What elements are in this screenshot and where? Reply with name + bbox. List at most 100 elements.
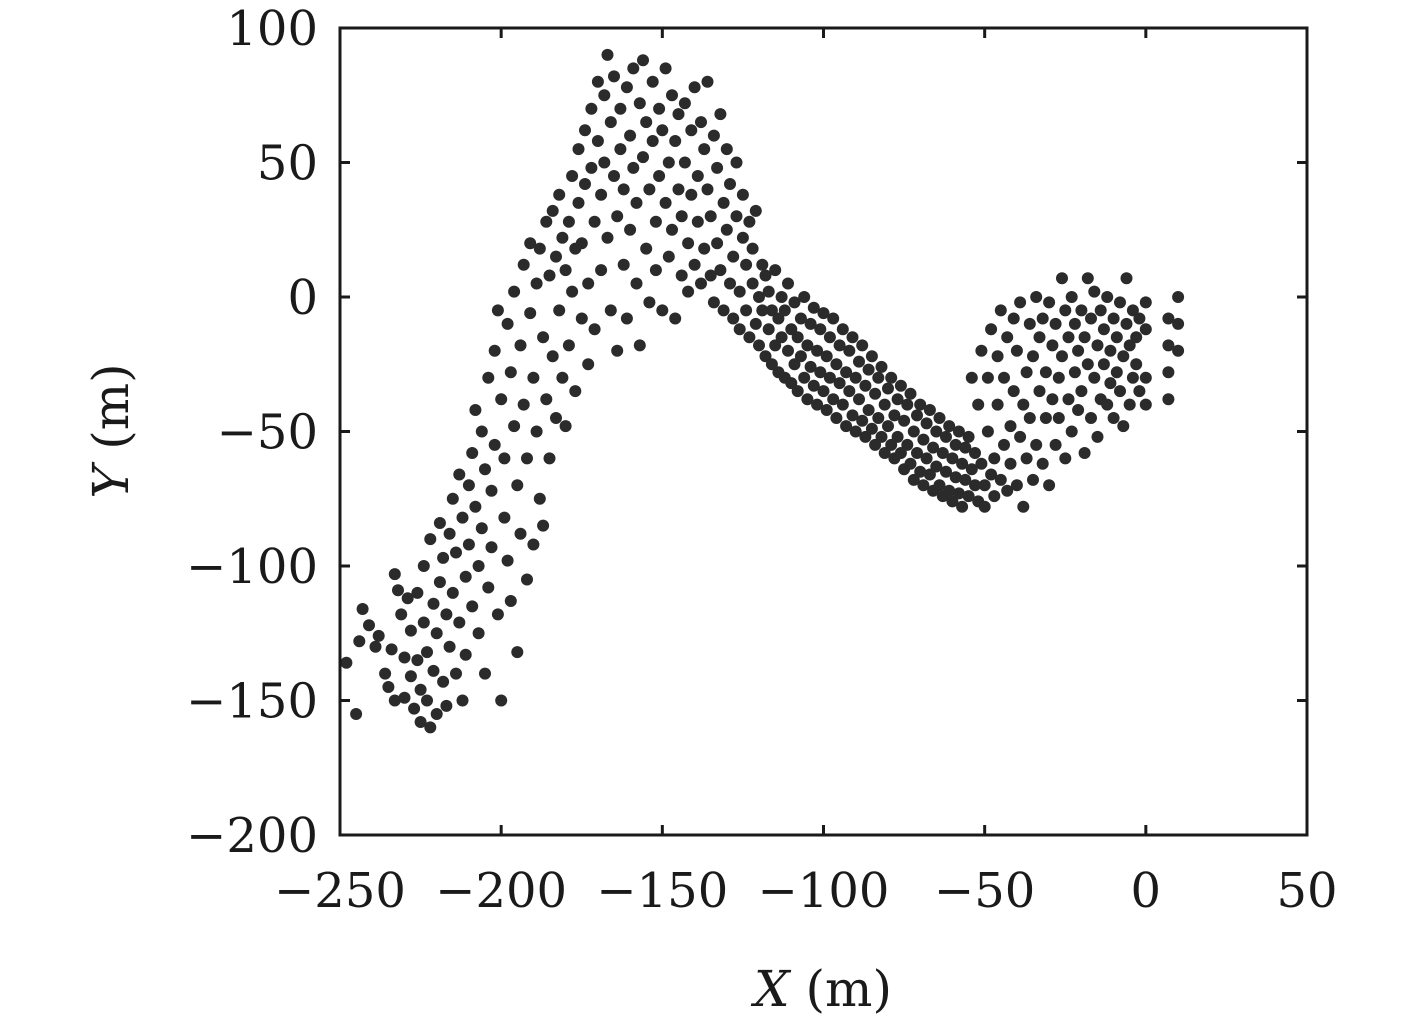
data-point — [823, 331, 836, 344]
data-point — [869, 438, 882, 451]
data-point — [882, 420, 894, 433]
data-point — [527, 538, 540, 551]
data-point — [711, 161, 724, 174]
data-point — [720, 223, 733, 236]
data-point — [785, 377, 798, 390]
data-point — [727, 312, 740, 325]
data-point — [981, 371, 994, 384]
data-point — [978, 479, 991, 492]
data-point — [904, 387, 917, 400]
data-point — [1052, 371, 1065, 384]
data-point — [807, 301, 820, 314]
x-tick-label: −250 — [274, 863, 406, 919]
data-point — [662, 156, 675, 169]
data-point — [620, 81, 633, 94]
data-point — [1172, 344, 1185, 357]
data-point — [943, 420, 956, 433]
data-point — [511, 479, 524, 492]
data-point — [591, 135, 604, 147]
data-point — [466, 447, 479, 459]
data-point — [437, 551, 450, 564]
data-point — [617, 183, 630, 196]
data-point — [1046, 339, 1059, 352]
data-point — [566, 285, 579, 298]
data-point — [1117, 350, 1130, 363]
data-point — [1162, 393, 1175, 406]
data-point — [756, 258, 769, 271]
data-point — [469, 404, 482, 416]
data-point — [878, 398, 891, 411]
data-point — [540, 393, 553, 406]
data-point — [891, 430, 904, 443]
data-point — [379, 667, 392, 680]
data-point — [736, 231, 749, 244]
data-point — [672, 108, 685, 121]
data-point — [853, 393, 865, 406]
data-point — [794, 350, 807, 363]
data-point — [614, 102, 627, 115]
data-point — [946, 452, 959, 465]
data-point — [1107, 412, 1120, 424]
data-point — [569, 385, 582, 398]
data-point — [724, 178, 736, 190]
data-point — [1014, 296, 1027, 309]
data-point — [404, 624, 417, 637]
data-point — [491, 304, 504, 317]
data-point — [411, 654, 424, 667]
data-point — [891, 393, 904, 406]
y-axis-label-var: Y — [82, 462, 140, 499]
data-point — [401, 592, 414, 605]
data-point — [917, 479, 930, 492]
data-point — [782, 277, 794, 290]
data-point — [1133, 385, 1146, 398]
data-point — [1065, 425, 1078, 438]
data-point — [994, 473, 1007, 486]
data-point — [417, 616, 430, 629]
data-point — [985, 323, 998, 336]
data-point — [562, 215, 575, 228]
data-point — [678, 97, 691, 110]
data-point — [491, 608, 504, 621]
data-point — [1097, 358, 1110, 371]
y-tick-labels: −200 −150 −100 −50 0 50 100 — [186, 1, 318, 864]
data-point — [479, 463, 491, 476]
data-point — [698, 143, 711, 156]
data-point — [1139, 323, 1152, 336]
data-point — [975, 344, 988, 357]
data-point — [685, 188, 698, 201]
data-point — [788, 296, 801, 309]
data-point — [807, 379, 820, 392]
data-point — [688, 258, 701, 271]
data-point — [711, 237, 724, 250]
data-point — [1104, 377, 1117, 390]
data-point — [943, 484, 956, 497]
data-point — [398, 691, 411, 704]
data-point — [927, 441, 940, 454]
data-point — [388, 694, 401, 707]
data-point — [511, 646, 524, 659]
data-point — [1030, 438, 1043, 451]
data-point — [421, 694, 433, 707]
data-point — [350, 708, 363, 720]
data-point — [985, 468, 998, 481]
x-tick-label: 0 — [1131, 863, 1162, 919]
x-tick-label: −200 — [435, 863, 567, 919]
data-point — [814, 366, 827, 379]
data-point — [701, 183, 714, 196]
data-point — [504, 366, 517, 379]
data-point — [485, 484, 498, 497]
data-point — [440, 608, 453, 621]
data-point — [1049, 317, 1062, 330]
data-point — [646, 135, 659, 147]
data-point — [994, 304, 1007, 317]
data-point — [901, 438, 914, 451]
data-point — [637, 54, 649, 67]
data-point — [720, 143, 733, 156]
data-point — [843, 344, 856, 357]
data-point — [633, 339, 646, 352]
data-point — [1056, 350, 1068, 363]
data-point — [717, 196, 730, 209]
data-point — [1059, 452, 1072, 465]
data-point — [753, 339, 765, 352]
